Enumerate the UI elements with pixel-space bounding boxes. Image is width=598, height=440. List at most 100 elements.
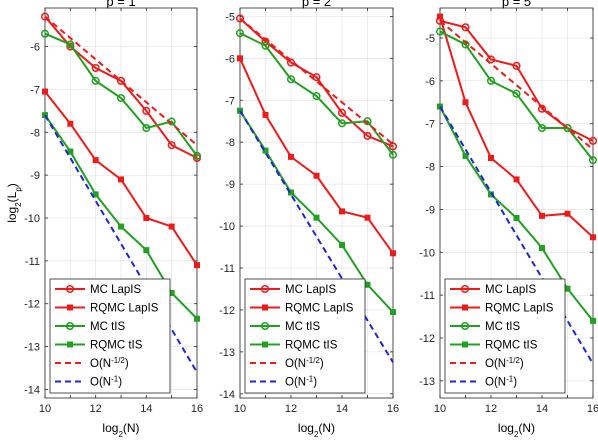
legend-item: RQMC LapIS — [55, 303, 159, 315]
data-point — [66, 40, 75, 49]
x-axis-label: log2(N) — [498, 421, 535, 439]
x-axis-label: log2(N) — [102, 421, 139, 439]
y-tick-label: -6 — [225, 53, 235, 65]
data-point — [116, 93, 126, 103]
legend-item: MC LapIS — [250, 284, 336, 296]
data-point — [67, 120, 74, 127]
x-axis-label: log2(N) — [298, 421, 335, 439]
legend-marker — [260, 321, 270, 331]
y-tick-label: -9 — [225, 179, 235, 191]
legend-box — [444, 278, 566, 394]
data-point — [235, 29, 245, 38]
data-point — [488, 191, 494, 198]
data-point — [537, 123, 547, 133]
data-point — [435, 27, 445, 36]
data-point — [563, 123, 572, 133]
legend-label: MC tIS — [90, 321, 125, 333]
data-point — [116, 76, 126, 85]
legend-marker — [65, 321, 75, 331]
y-axis-label: log2(Lp) — [5, 183, 23, 223]
data-point — [167, 141, 176, 150]
series-line — [239, 32, 394, 156]
data-point — [339, 208, 345, 215]
legend-marker — [262, 304, 268, 311]
legend-item: RQMC tIS — [250, 340, 338, 352]
data-point — [262, 147, 269, 154]
series-line — [439, 20, 594, 151]
y-tick-label: -14 — [24, 384, 40, 396]
series-rqmc-lapis — [237, 55, 396, 257]
series-line — [439, 30, 594, 161]
y-tick-label: -11 — [220, 263, 235, 275]
data-point — [339, 241, 345, 248]
legend-item: MC tIS — [250, 321, 320, 333]
legend-item: RQMC tIS — [55, 340, 143, 352]
data-point — [539, 212, 545, 219]
legend-box — [49, 278, 171, 394]
y-tick-label: -12 — [219, 305, 235, 317]
data-point — [588, 136, 598, 145]
y-tick-label: -13 — [24, 342, 40, 354]
data-point — [194, 315, 200, 322]
grid — [44, 8, 198, 398]
legend-label: MC LapIS — [485, 284, 536, 296]
y-tick-label: -10 — [419, 247, 435, 259]
y-tick-label: -12 — [419, 333, 435, 345]
data-point — [512, 61, 521, 70]
series-o-n-1-2- — [44, 15, 198, 146]
y-tick-label: -11 — [420, 290, 435, 302]
legend-marker — [67, 304, 73, 311]
data-point — [142, 106, 151, 115]
series-o-n-1-2- — [439, 20, 594, 151]
data-point — [313, 214, 320, 221]
data-point — [388, 150, 398, 159]
x-tick-label: 16 — [387, 403, 399, 415]
series-mc-tis — [40, 29, 202, 160]
data-point — [390, 250, 396, 257]
legend-marker — [462, 341, 468, 348]
data-point — [364, 281, 371, 288]
legend-item: MC LapIS — [55, 284, 141, 296]
panel-2: 10 12 14 16 -14 -13 -12 -11 -10 -9 -8 -7 -6 -5 p = 2 lo… — [219, 0, 399, 439]
data-point — [40, 29, 50, 38]
legend-marker — [262, 341, 268, 348]
data-point — [488, 155, 494, 161]
series-o-n-1-2- — [239, 17, 394, 146]
x-tick-label: 10 — [434, 403, 446, 415]
x-tick-label: 14 — [336, 403, 348, 415]
data-point — [192, 151, 202, 160]
series-line — [44, 15, 198, 159]
series-line — [44, 15, 198, 146]
y-tick-label: -8 — [425, 162, 435, 174]
y-tick-label: -7 — [425, 119, 435, 131]
legend-marker — [462, 304, 468, 311]
legend-label: O(N-1) — [485, 374, 517, 389]
x-tick-label: 12 — [90, 403, 102, 415]
x-tick-label: 14 — [140, 403, 152, 415]
data-point — [363, 131, 372, 140]
legend-label: O(N-1) — [90, 374, 122, 389]
data-point — [588, 156, 598, 165]
legend-label: MC tIS — [285, 321, 320, 333]
series-rqmc-tis — [437, 103, 596, 324]
data-point — [312, 73, 321, 82]
legend-marker — [460, 284, 470, 294]
data-point — [262, 111, 269, 118]
data-point — [539, 245, 545, 251]
data-point — [288, 153, 294, 160]
data-point — [312, 92, 321, 101]
legend-label: MC LapIS — [285, 284, 336, 296]
data-point — [512, 89, 521, 98]
data-point — [261, 41, 270, 50]
series-o-n-1- — [239, 110, 394, 363]
y-tick-label: -5 — [425, 33, 435, 45]
legend-label: RQMC tIS — [485, 340, 538, 352]
data-point — [564, 285, 571, 292]
data-point — [313, 172, 320, 179]
legend-marker — [260, 284, 270, 294]
series-rqmc-lapis — [42, 88, 200, 269]
